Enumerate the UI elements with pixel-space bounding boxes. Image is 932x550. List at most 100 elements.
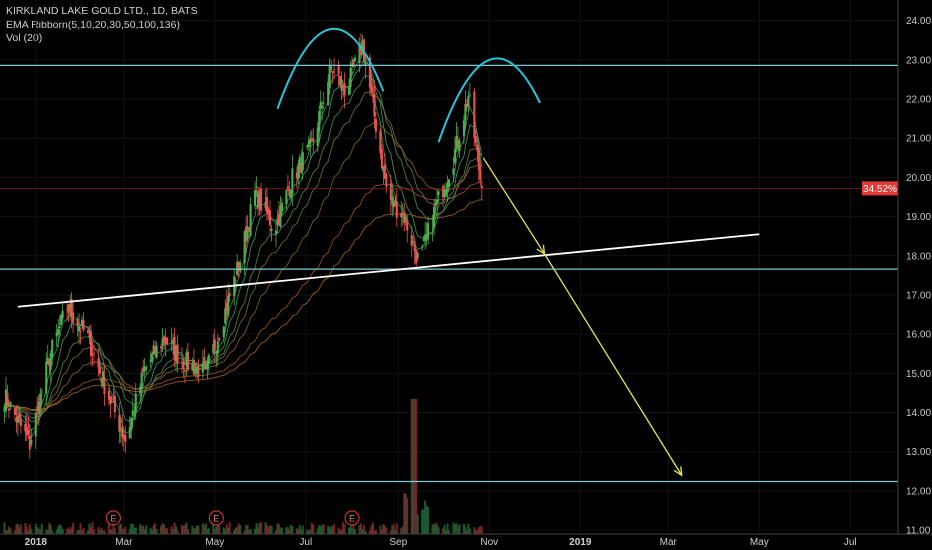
candle-body <box>173 337 176 360</box>
candle-body <box>161 338 164 346</box>
volume-bar <box>16 523 19 534</box>
volume-bar <box>352 524 355 534</box>
candle-body <box>259 188 263 211</box>
volume-bar <box>37 528 40 534</box>
ema-line-20 <box>4 75 483 423</box>
candle-body <box>124 434 127 442</box>
legend-ema[interactable]: EMA Ribborn(5,10,20,30,50,100,136) <box>6 18 180 31</box>
candle-body <box>243 231 246 264</box>
candle-body <box>358 43 361 63</box>
candle-body <box>479 168 482 180</box>
candle-body <box>112 398 115 400</box>
candle-body <box>58 326 61 329</box>
volume-bar <box>328 527 331 534</box>
volume-bar <box>306 529 309 534</box>
ema-ribbon-layer <box>4 51 483 439</box>
candle-body <box>207 355 210 364</box>
volume-bar <box>121 528 124 534</box>
candle-body <box>265 196 269 214</box>
volume-bar <box>446 523 449 534</box>
top-arc-right <box>437 57 541 143</box>
volume-bar <box>186 528 190 534</box>
volume-bar <box>154 523 157 534</box>
y-tick-label: 15.00 <box>906 369 931 380</box>
volume-bar <box>109 529 112 534</box>
volume-bar <box>358 525 361 534</box>
volume-bar <box>264 522 267 534</box>
volume-bar <box>413 399 416 534</box>
volume-bar <box>331 525 334 534</box>
candle-body <box>464 103 467 121</box>
volume-bar <box>36 527 39 534</box>
candle-body <box>97 358 100 368</box>
candle-body <box>331 71 334 74</box>
candle-body <box>225 303 228 312</box>
candle-body <box>192 360 195 375</box>
volume-bar <box>48 522 51 534</box>
levels-layer: 22.8617.6612.2419.7234.52% <box>0 58 932 489</box>
x-tick-label: 2019 <box>569 537 592 548</box>
volume-bar <box>151 530 154 534</box>
candle-body <box>447 179 451 187</box>
volume-bar <box>248 530 251 534</box>
volume-bar <box>374 529 377 534</box>
candle-body <box>462 120 465 137</box>
candle-body <box>348 86 351 95</box>
volume-bar <box>255 523 258 534</box>
candle-body <box>18 413 21 419</box>
x-tick-label: Jul <box>299 537 312 548</box>
volume-bar <box>362 525 366 534</box>
candle-body <box>389 183 392 201</box>
candle-body <box>392 201 395 208</box>
volume-bar <box>380 529 383 534</box>
candle-body <box>197 366 200 378</box>
legend-title[interactable]: KIRKLAND LAKE GOLD LTD., 1D, BATS <box>6 5 198 17</box>
volume-bar <box>60 525 63 534</box>
legend-volume[interactable]: Vol (20) <box>6 32 43 44</box>
volume-bar <box>133 527 136 534</box>
volume-bar <box>224 529 227 534</box>
candle-body <box>476 144 479 152</box>
candle-body <box>310 138 313 141</box>
candle-body <box>55 332 58 337</box>
candle-body <box>477 147 480 170</box>
volume-bar <box>155 529 158 534</box>
candle-body <box>24 424 27 432</box>
candle-body <box>174 345 178 362</box>
volume-bar <box>318 525 321 534</box>
candle-body <box>86 330 90 334</box>
volume-bar <box>131 523 134 534</box>
volume-bar <box>25 526 28 534</box>
volume-bar <box>128 528 131 534</box>
volume-bar <box>421 509 424 534</box>
candle-body <box>103 377 106 395</box>
candle-body <box>91 354 94 356</box>
candle-body <box>443 190 446 198</box>
candle-body <box>237 261 240 271</box>
volume-bar <box>312 524 315 534</box>
earnings-marker <box>344 510 360 526</box>
candle-body <box>110 401 113 403</box>
volume-bar <box>203 525 206 534</box>
volume-bar <box>404 494 407 534</box>
candle-body <box>383 164 386 179</box>
volume-bar <box>330 526 333 534</box>
volume-bar <box>142 525 145 534</box>
candle-body <box>248 227 251 231</box>
volume-bar <box>57 526 60 534</box>
candle-body <box>330 66 333 70</box>
volume-bar <box>69 530 72 534</box>
candle-body <box>186 351 190 370</box>
volume-bar <box>118 524 121 534</box>
volume-bar <box>464 526 467 534</box>
candle-body <box>322 103 325 105</box>
last-change-label: 34.52% <box>863 184 897 195</box>
candle-body <box>98 366 101 374</box>
volume-bar <box>433 524 436 534</box>
volume-bar <box>243 530 246 534</box>
ema-line-100 <box>4 182 482 411</box>
candle-body <box>234 280 237 281</box>
volume-bar <box>233 530 236 534</box>
volume-bar <box>254 528 257 534</box>
